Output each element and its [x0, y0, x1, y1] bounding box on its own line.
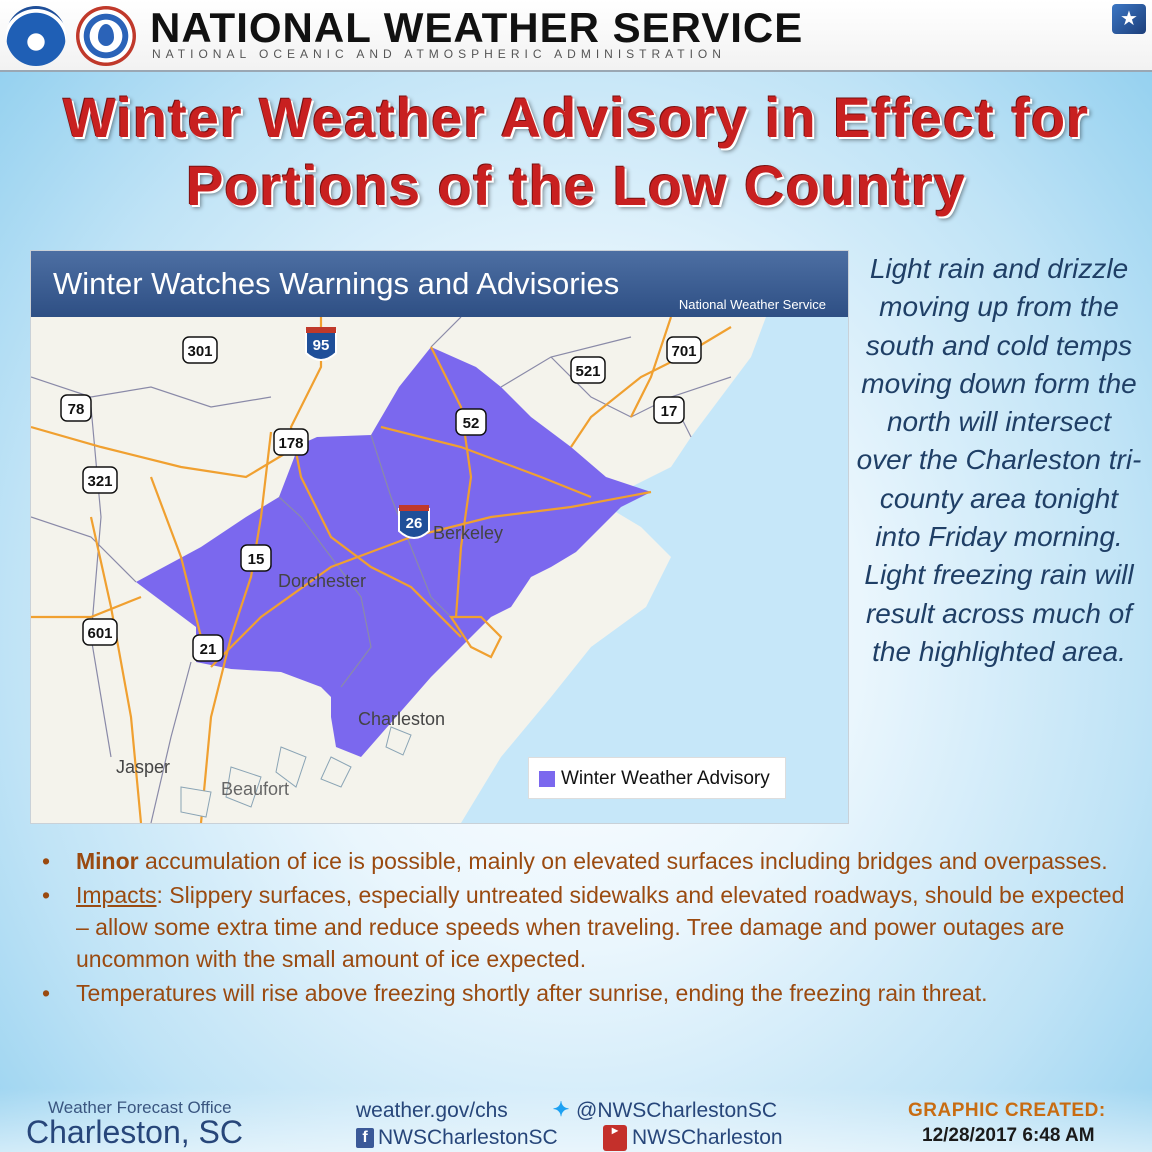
- agency-subtitle: NATIONAL OCEANIC AND ATMOSPHERIC ADMINIS…: [152, 47, 726, 61]
- youtube-handle[interactable]: NWSCharleston: [632, 1126, 783, 1149]
- website-link[interactable]: weather.gov/chs: [356, 1099, 508, 1122]
- shield-26-label: 26: [406, 515, 423, 532]
- shield-17-label: 17: [661, 403, 678, 420]
- legend-label: Winter Weather Advisory: [561, 768, 770, 789]
- bullet-text: Temperatures will rise above freezing sh…: [76, 980, 988, 1006]
- advisory-map: Winter Watches Warnings and Advisories N…: [30, 250, 849, 824]
- facebook-icon: f: [356, 1128, 374, 1148]
- noaa-logo-icon: [6, 6, 66, 66]
- shield-us321: 321: [82, 466, 118, 494]
- ocean-area: [461, 317, 848, 823]
- advisory-area: [136, 347, 651, 757]
- shield-521-label: 521: [575, 363, 600, 380]
- place-beaufort: Beaufort: [221, 779, 290, 799]
- footer-bar: [0, 1088, 1152, 1152]
- nws-logo-icon: [76, 6, 136, 66]
- place-jasper: Jasper: [116, 757, 171, 777]
- shield-601-label: 601: [87, 625, 112, 642]
- bullet-dot: •: [42, 848, 51, 874]
- map-legend: Winter Weather Advisory: [528, 757, 786, 799]
- twitter-icon: ✦: [552, 1099, 570, 1121]
- place-dorchester: Dorchester: [278, 571, 367, 591]
- shield-us52: 52: [455, 408, 487, 436]
- shield-15-label: 15: [248, 551, 265, 568]
- seal-icon: ★: [1112, 4, 1146, 34]
- agency-title: NATIONAL WEATHER SERVICE: [150, 4, 804, 51]
- bullet-lead: Impacts: [76, 882, 157, 908]
- shield-us21: 21: [192, 634, 224, 662]
- twitter-handle[interactable]: @NWSCharlestonSC: [576, 1099, 778, 1122]
- youtube-icon: ▶: [603, 1125, 627, 1151]
- office-name: Charleston, SC: [26, 1114, 243, 1150]
- bullet-dot: •: [42, 882, 51, 908]
- graphic-created-date: 12/28/2017 6:48 AM: [922, 1125, 1095, 1146]
- shield-52-label: 52: [463, 415, 480, 432]
- bullet-dot: •: [42, 980, 51, 1006]
- advisory-headline: Winter Weather Advisory in Effect for Po…: [0, 84, 1152, 220]
- shield-us15: 15: [240, 544, 272, 572]
- shield-i26: 26: [398, 505, 430, 539]
- shield-us178: 178: [273, 428, 309, 456]
- shield-us301: 301: [182, 336, 218, 364]
- shield-178-label: 178: [278, 435, 303, 452]
- map-banner: Winter Watches Warnings and Advisories N…: [31, 251, 848, 317]
- shield-us78: 78: [60, 394, 92, 422]
- forecast-narrative: Light rain and drizzle moving up from th…: [856, 253, 1142, 667]
- shield-us17: 17: [653, 396, 685, 424]
- map-banner-title: Winter Watches Warnings and Advisories: [53, 266, 620, 301]
- route-shields: 95 301 701 521 78 52 17 178 321 26 15 60…: [60, 327, 702, 662]
- shield-95-label: 95: [313, 337, 330, 354]
- facebook-handle[interactable]: NWSCharlestonSC: [378, 1126, 558, 1149]
- shield-i95: 95: [305, 327, 337, 361]
- impact-bullets: • Minor accumulation of ice is possible, …: [34, 845, 1129, 1011]
- shield-us601: 601: [82, 618, 118, 646]
- headline-line-1: Winter Weather Advisory in Effect for: [63, 86, 1089, 149]
- shield-301-label: 301: [187, 343, 212, 360]
- map-banner-credit: National Weather Service: [678, 297, 826, 312]
- shield-21-label: 21: [200, 641, 217, 658]
- headline-line-2: Portions of the Low Country: [186, 154, 966, 217]
- bullet-lead: Minor: [76, 848, 139, 874]
- shield-701-label: 701: [671, 343, 696, 360]
- bullet-item: • Impacts: Slippery surfaces, especially …: [34, 879, 1129, 975]
- coastal-islands: [180, 726, 412, 818]
- shield-us521: 521: [570, 356, 606, 384]
- shield-78-label: 78: [68, 401, 85, 418]
- region-map: 95 301 701 521 78 52 17 178 321 26 15 60…: [31, 317, 848, 823]
- bullet-item: • Minor accumulation of ice is possible, …: [34, 845, 1129, 877]
- bullet-text: : Slippery surfaces, especially untreate…: [76, 882, 1125, 972]
- shield-321-label: 321: [87, 473, 112, 490]
- place-charleston: Charleston: [358, 709, 446, 729]
- nws-header: NATIONAL WEATHER SERVICE NATIONAL OCEANI…: [0, 0, 1152, 72]
- shield-us701: 701: [666, 336, 702, 364]
- graphic-created-label: GRAPHIC CREATED:: [908, 1100, 1106, 1121]
- place-berkeley: Berkeley: [433, 523, 504, 543]
- legend-swatch: [539, 771, 555, 787]
- office-label: Weather Forecast Office: [48, 1098, 232, 1117]
- bullet-text: accumulation of ice is possible, mainly …: [138, 848, 1108, 874]
- bullet-item: • Temperatures will rise above freezing s…: [34, 977, 1129, 1009]
